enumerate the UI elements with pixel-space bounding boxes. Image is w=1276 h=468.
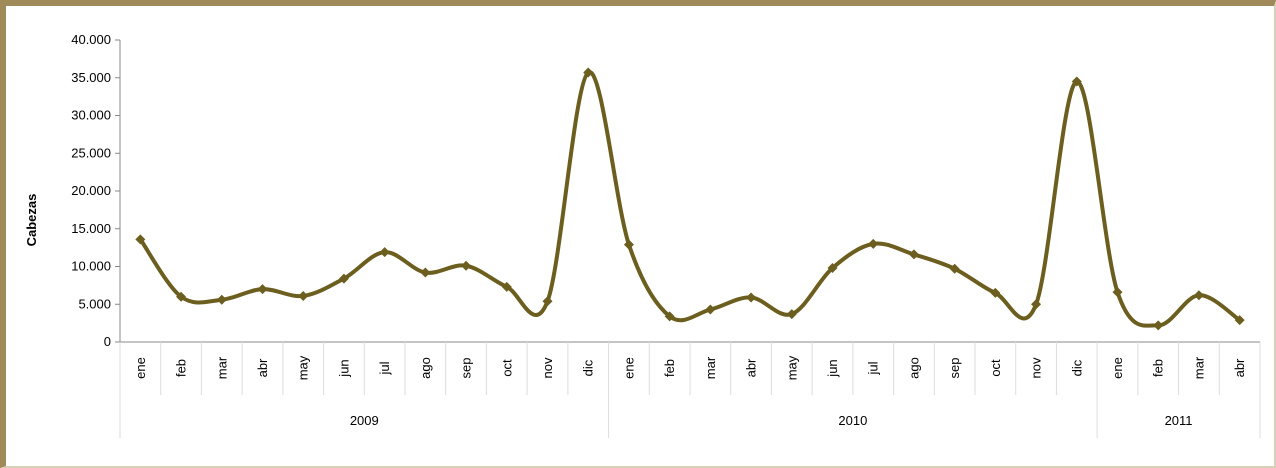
x-tick-label: dic xyxy=(581,359,596,376)
x-tick-label: may xyxy=(296,355,311,380)
x-tick-label: ene xyxy=(621,357,636,379)
x-tick-label: jul xyxy=(377,361,392,375)
x-tick-label: may xyxy=(784,355,799,380)
year-label: 2010 xyxy=(838,413,867,428)
x-tick-label: dic xyxy=(1069,359,1084,376)
y-axis: 0 5.000 10.000 15.000 20.000 25.000 30.000 35.0… xyxy=(71,32,121,349)
y-tick-label: 30.000 xyxy=(71,108,111,123)
x-tick-label: nov xyxy=(1029,357,1044,378)
data-point-marker xyxy=(1234,315,1245,326)
year-label: 2009 xyxy=(350,413,379,428)
data-point-marker xyxy=(827,263,838,274)
data-point-marker xyxy=(623,239,634,250)
data-point-marker xyxy=(908,249,919,260)
x-tick-label: jul xyxy=(866,361,881,375)
x-tick-label: jun xyxy=(825,359,840,377)
x-tick-label: mar xyxy=(703,356,718,379)
data-point-marker xyxy=(583,67,594,78)
x-tick-label: sep xyxy=(459,358,474,379)
y-tick-label: 40.000 xyxy=(71,32,111,47)
y-tick-label: 10.000 xyxy=(71,259,111,274)
x-tick-label: abr xyxy=(255,358,270,377)
x-tick-label: oct xyxy=(499,359,514,377)
data-point-marker xyxy=(379,247,390,258)
x-tick-label: feb xyxy=(1151,359,1166,377)
x-axis: ene feb mar abr may jun jul ago sep oct nov dic ene f… xyxy=(119,341,1261,438)
data-point-marker xyxy=(949,263,960,274)
x-tick-label: jun xyxy=(336,359,351,377)
x-tick-label: sep xyxy=(947,358,962,379)
data-point-marker xyxy=(176,291,187,302)
x-tick-label: ago xyxy=(418,357,433,379)
data-point-marker xyxy=(338,273,349,284)
x-tick-label: oct xyxy=(988,359,1003,377)
data-point-marker xyxy=(868,238,879,249)
x-tick-label: mar xyxy=(214,356,229,379)
y-tick-label: 5.000 xyxy=(78,296,111,311)
x-tick-label: abr xyxy=(744,358,759,377)
data-point-marker xyxy=(461,260,472,271)
x-tick-label: abr xyxy=(1232,358,1247,377)
data-point-marker xyxy=(705,304,716,315)
data-point-marker xyxy=(990,287,1001,298)
data-point-marker xyxy=(257,284,268,295)
data-point-marker xyxy=(216,294,227,305)
x-tick-label: feb xyxy=(662,359,677,377)
series-markers xyxy=(135,67,1245,331)
data-point-marker xyxy=(298,290,309,301)
data-point-marker xyxy=(1071,76,1082,87)
data-point-marker xyxy=(1153,320,1164,331)
data-point-marker xyxy=(1031,299,1042,310)
x-tick-label: feb xyxy=(174,359,189,377)
y-axis-label: Cabezas xyxy=(24,194,39,247)
data-point-marker xyxy=(135,234,146,245)
x-tick-label: nov xyxy=(540,357,555,378)
x-tick-label: ago xyxy=(906,357,921,379)
x-tick-label: ene xyxy=(133,357,148,379)
data-point-marker xyxy=(420,267,431,278)
data-point-marker xyxy=(664,311,675,322)
data-point-marker xyxy=(786,309,797,320)
data-point-marker xyxy=(746,292,757,303)
series-line xyxy=(138,70,1242,328)
data-point-marker xyxy=(501,281,512,292)
data-point-marker xyxy=(1112,287,1123,298)
x-tick-label: ene xyxy=(1110,357,1125,379)
y-tick-label: 15.000 xyxy=(71,221,111,236)
year-label: 2011 xyxy=(1165,413,1193,428)
y-tick-label: 0 xyxy=(104,334,111,349)
y-tick-label: 35.000 xyxy=(71,70,111,85)
data-point-marker xyxy=(542,296,553,307)
y-tick-label: 20.000 xyxy=(71,183,111,198)
y-tick-label: 25.000 xyxy=(71,145,111,160)
x-tick-label: mar xyxy=(1191,356,1206,379)
data-point-marker xyxy=(1193,290,1204,301)
